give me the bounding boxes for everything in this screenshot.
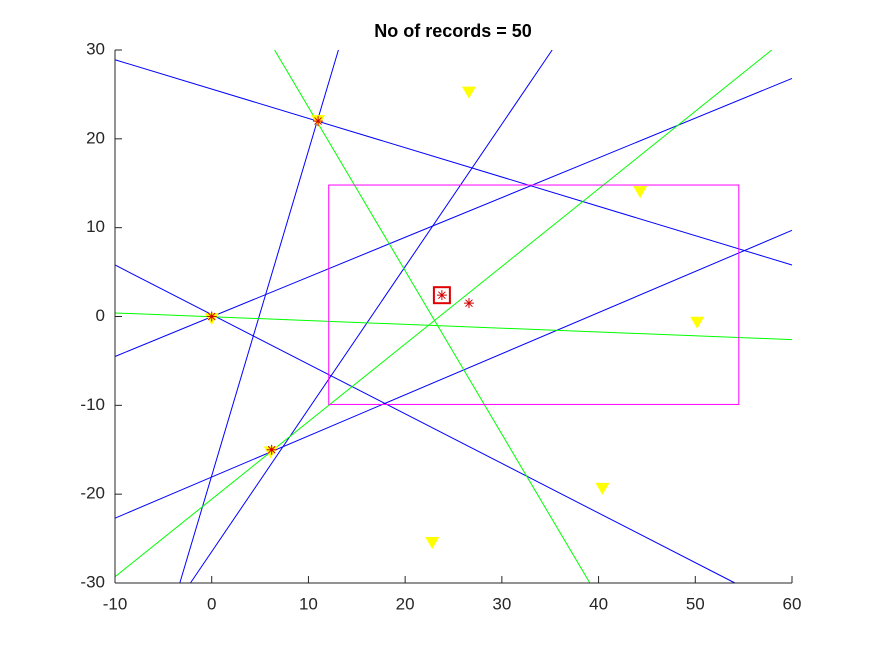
triangle-marker <box>461 86 476 99</box>
y-tick-label: 30 <box>86 39 105 58</box>
y-tick-label: -30 <box>80 572 105 591</box>
star-marker <box>266 444 277 455</box>
triangle-marker <box>690 316 705 329</box>
data-line <box>179 49 339 584</box>
triangle-marker <box>595 482 610 495</box>
y-tick-label: 20 <box>86 128 105 147</box>
triangle-marker <box>633 186 648 199</box>
x-tick-label: 10 <box>299 594 318 613</box>
data-line <box>274 49 591 584</box>
star-marker <box>436 290 447 301</box>
region-box <box>328 184 740 405</box>
data-line <box>190 49 553 584</box>
star-marker <box>206 311 217 322</box>
data-line <box>114 264 736 584</box>
y-tick-label: 10 <box>86 217 105 236</box>
data-line <box>114 59 793 266</box>
x-tick-label: 0 <box>207 594 216 613</box>
data-line <box>114 49 773 578</box>
square-marker <box>432 286 451 305</box>
x-tick-label: 40 <box>589 594 608 613</box>
chart-title: No of records = 50 <box>374 21 532 41</box>
star-marker <box>313 116 324 127</box>
triangle-marker <box>425 537 440 550</box>
x-tick-label: 20 <box>396 594 415 613</box>
x-tick-label: 60 <box>783 594 802 613</box>
data-line <box>114 312 793 341</box>
y-tick-label: -10 <box>80 395 105 414</box>
y-tick-label: 0 <box>96 306 105 325</box>
x-tick-label: 30 <box>492 594 511 613</box>
x-tick-label: -10 <box>103 594 128 613</box>
data-line <box>114 229 793 519</box>
y-tick-label: -20 <box>80 484 105 503</box>
star-marker <box>463 298 474 309</box>
x-tick-label: 50 <box>686 594 705 613</box>
